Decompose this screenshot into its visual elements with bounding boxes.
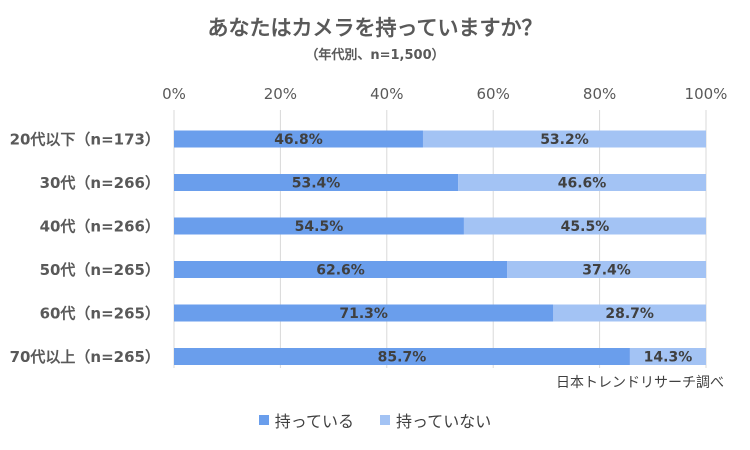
chart-title: あなたはカメラを持っていますか？ xyxy=(207,16,543,40)
category-label: 60代（n=265） xyxy=(40,305,160,323)
data-label: 14.3% xyxy=(644,350,693,366)
bar-owned xyxy=(174,261,508,278)
source-note: 日本トレンドリサーチ調べ xyxy=(556,375,724,391)
legend-swatch-owned xyxy=(258,415,269,425)
bar-owned xyxy=(174,130,423,148)
legend-label-not-owned: 持っていない xyxy=(396,412,492,431)
category-label: 40代（n=266） xyxy=(40,218,160,236)
data-label: 45.5% xyxy=(561,219,610,235)
data-label: 85.7% xyxy=(378,350,427,366)
data-label: 53.2% xyxy=(540,132,589,148)
legend-item-owned: 持っている xyxy=(258,408,354,432)
bar-not-owned xyxy=(553,304,706,322)
data-label: 71.3% xyxy=(339,306,388,322)
category-label: 50代（n=265） xyxy=(40,261,160,279)
bar-not-owned xyxy=(463,217,706,235)
x-tick-label: 60% xyxy=(477,85,510,103)
bar-not-owned xyxy=(507,261,706,278)
bar-owned xyxy=(174,304,554,322)
legend-label-owned: 持っている xyxy=(274,412,354,431)
legend: 持っている 持っていない xyxy=(0,408,750,432)
data-label: 28.7% xyxy=(605,306,654,322)
bar-not-owned xyxy=(629,348,706,365)
data-label: 37.4% xyxy=(582,263,631,279)
data-label: 46.6% xyxy=(558,176,607,192)
category-label: 70代以上（n=265） xyxy=(10,348,160,366)
legend-swatch-not-owned xyxy=(380,415,390,425)
x-tick-label: 20% xyxy=(264,85,297,103)
category-label: 20代以下（n=173） xyxy=(10,131,160,149)
data-label: 46.8% xyxy=(274,132,323,148)
bar-not-owned xyxy=(422,130,706,148)
data-label: 53.4% xyxy=(292,176,341,192)
x-tick-label: 40% xyxy=(370,85,403,103)
data-label: 62.6% xyxy=(316,263,365,279)
data-label: 54.5% xyxy=(295,219,344,235)
x-tick-label: 80% xyxy=(583,85,616,103)
chart-subtitle: （年代別、n=1,500） xyxy=(305,48,445,63)
x-tick-label: 0% xyxy=(162,85,186,103)
bar-owned xyxy=(174,348,630,365)
x-tick-label: 100% xyxy=(685,85,728,103)
legend-item-not-owned: 持っていない xyxy=(380,408,491,432)
bar-owned xyxy=(174,217,464,235)
category-label: 30代（n=266） xyxy=(40,174,160,192)
bar-owned xyxy=(174,174,459,191)
bar-not-owned xyxy=(458,174,706,191)
